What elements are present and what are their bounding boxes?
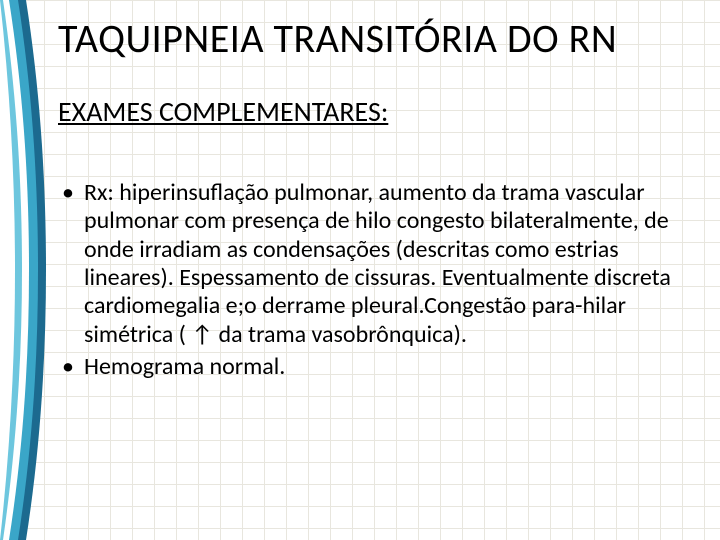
bullet-text: Rx: hiperinsuflação pulmonar, aumento da… [84, 178, 671, 349]
section-heading: EXAMES COMPLEMENTARES: [58, 94, 698, 129]
list-item: Hemograma normal. [58, 353, 698, 381]
list-item: Rx: hiperinsuflação pulmonar, aumento da… [58, 179, 698, 349]
slide-content: TAQUIPNEIA TRANSITÓRIA DO RN EXAMES COMP… [58, 18, 698, 385]
bullet-text: Hemograma normal. [84, 352, 285, 381]
slide-title: TAQUIPNEIA TRANSITÓRIA DO RN [58, 18, 698, 60]
bullet-list: Rx: hiperinsuflação pulmonar, aumento da… [58, 179, 698, 381]
